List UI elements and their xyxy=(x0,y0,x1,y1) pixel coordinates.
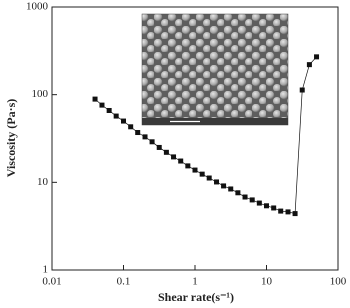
data-point xyxy=(228,186,234,192)
data-point xyxy=(135,130,141,136)
data-point xyxy=(199,171,205,177)
x-tick-label: 1 xyxy=(192,276,198,288)
data-point xyxy=(214,179,220,185)
y-tick-label: 1000 xyxy=(26,1,49,13)
data-point xyxy=(121,118,126,124)
data-point xyxy=(128,124,134,130)
data-point xyxy=(235,190,241,196)
sem-inset xyxy=(141,13,289,126)
y-tick-label: 100 xyxy=(32,88,49,100)
data-point xyxy=(285,209,291,215)
data-point xyxy=(249,197,255,203)
data-point xyxy=(106,107,112,113)
data-point xyxy=(149,139,155,145)
data-point xyxy=(171,154,177,160)
x-axis-title: Shear rate(s⁻¹) xyxy=(158,290,234,304)
data-point xyxy=(163,149,169,155)
y-tick-label: 10 xyxy=(37,176,49,188)
data-point xyxy=(178,158,184,164)
x-tick-label: 0.1 xyxy=(117,276,131,288)
sem-image xyxy=(141,13,289,126)
data-point xyxy=(92,96,98,102)
data-point xyxy=(142,134,148,140)
data-point xyxy=(242,194,248,200)
y-tick-label: 1 xyxy=(43,264,49,276)
data-point xyxy=(192,167,198,173)
data-point xyxy=(113,113,119,119)
y-axis-title: Viscosity (Pa·s) xyxy=(4,99,18,178)
data-point xyxy=(278,208,284,214)
data-point xyxy=(306,62,312,68)
data-point xyxy=(221,183,227,189)
data-point xyxy=(206,175,212,181)
data-point xyxy=(99,102,105,108)
x-tick-label: 100 xyxy=(330,276,347,288)
data-point xyxy=(156,144,162,150)
data-point xyxy=(292,211,298,217)
data-point xyxy=(185,163,191,169)
x-tick-label: 0.01 xyxy=(42,276,61,288)
data-point xyxy=(314,54,320,60)
sem-info-bar xyxy=(142,118,288,125)
x-tick-label: 10 xyxy=(261,276,273,288)
data-point xyxy=(256,200,262,206)
data-point xyxy=(264,203,269,209)
data-point xyxy=(271,205,277,211)
data-point xyxy=(299,87,305,93)
